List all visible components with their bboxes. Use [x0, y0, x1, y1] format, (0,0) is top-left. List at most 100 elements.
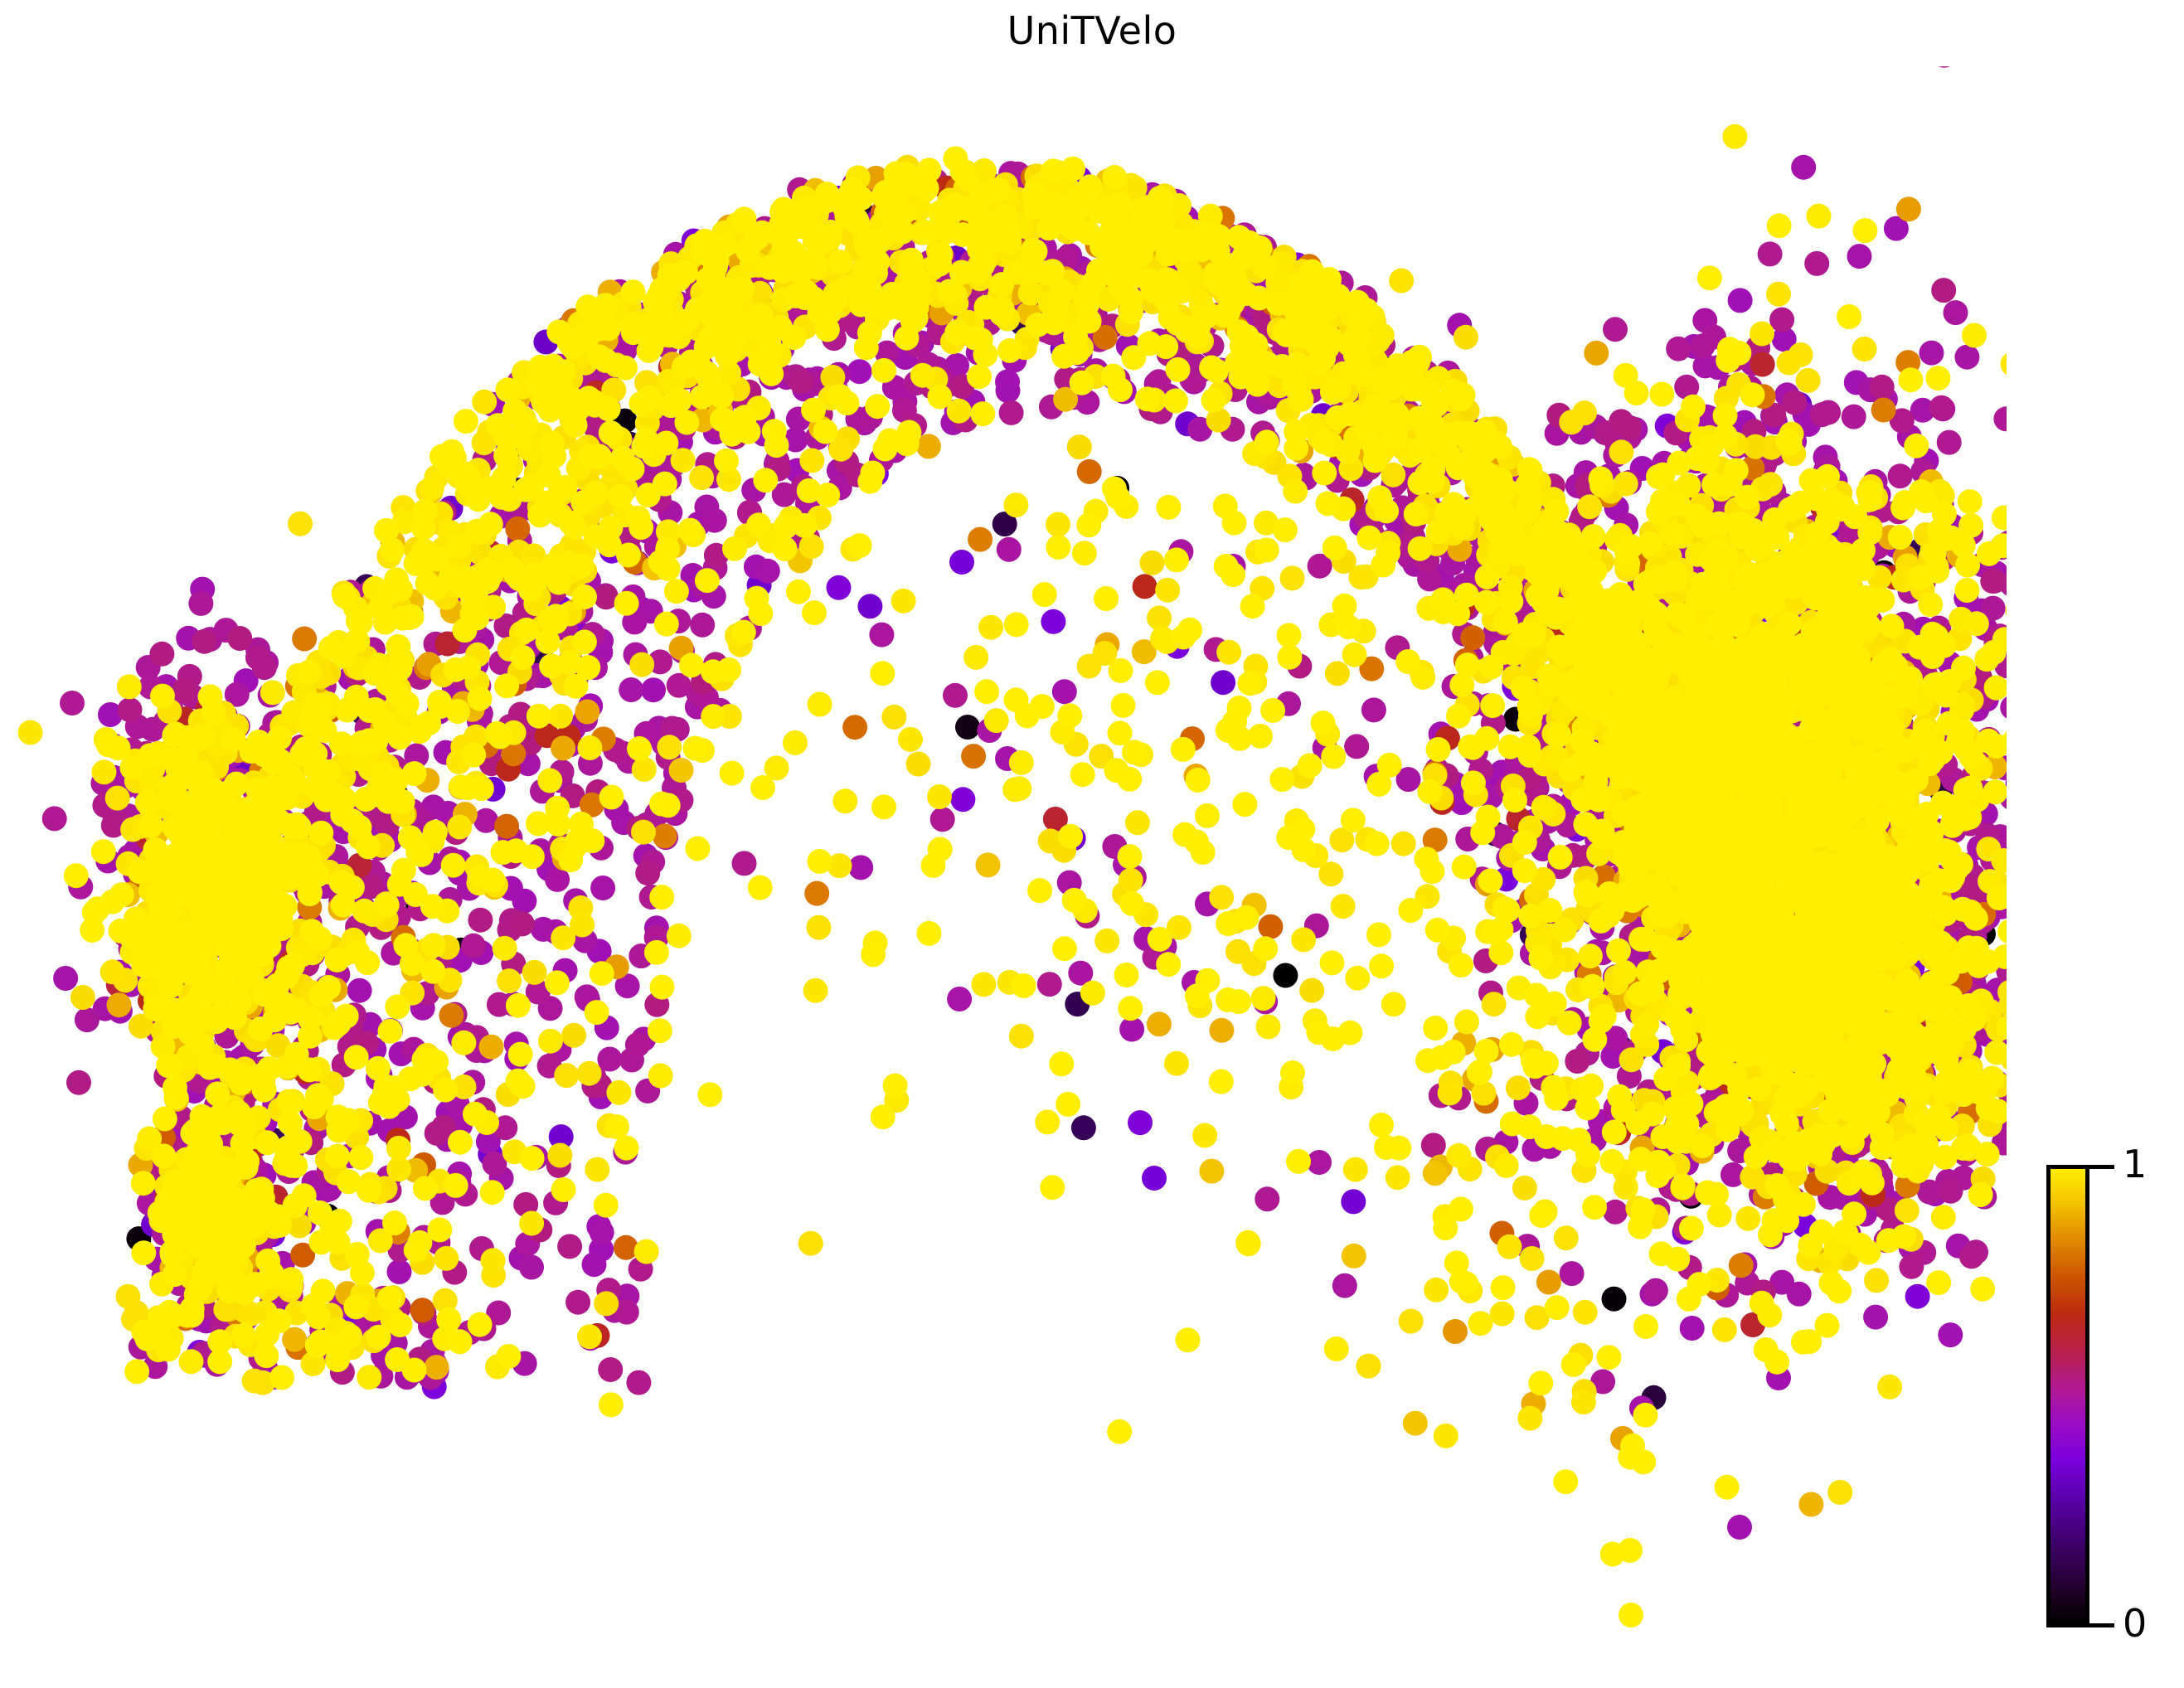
scatter-point	[1603, 1026, 1628, 1051]
scatter-point	[1094, 928, 1120, 953]
scatter-point	[1603, 1199, 1628, 1225]
scatter-point	[798, 534, 824, 560]
scatter-point	[547, 1142, 573, 1168]
scatter-point	[1531, 866, 1556, 892]
scatter-point	[497, 968, 522, 994]
scatter-point	[192, 628, 217, 654]
scatter-points-layer	[17, 66, 2007, 1627]
scatter-point	[915, 434, 941, 459]
scatter-point	[827, 853, 852, 879]
scatter-point	[1938, 1178, 1963, 1204]
scatter-point	[561, 1022, 587, 1048]
scatter-point	[1728, 1253, 1754, 1278]
scatter-point	[251, 655, 277, 681]
scatter-point	[1827, 1480, 1853, 1505]
scatter-point	[1453, 324, 1478, 350]
scatter-point	[224, 682, 250, 707]
scatter-point	[1804, 250, 1830, 276]
scatter-point	[668, 758, 694, 783]
scatter-point	[1601, 1286, 1627, 1312]
scatter-point	[486, 1300, 512, 1326]
scatter-point	[1711, 1317, 1737, 1342]
page-title: UniTVelo	[1007, 8, 1177, 53]
scatter-point	[996, 536, 1022, 562]
scatter-point	[1761, 402, 1787, 428]
scatter-point	[1938, 66, 1950, 68]
scatter-point	[494, 813, 520, 839]
scatter-point	[631, 819, 656, 845]
scatter-point	[128, 1013, 153, 1039]
scatter-point	[1066, 434, 1092, 460]
scatter-point	[1943, 300, 1968, 326]
scatter-point	[447, 814, 473, 840]
scatter-point	[891, 588, 916, 614]
scatter-point	[798, 1230, 823, 1256]
scatter-point	[771, 482, 797, 507]
scatter-point	[1617, 415, 1643, 440]
scatter-point	[1422, 827, 1448, 853]
scatter-point	[525, 979, 551, 1005]
scatter-point	[288, 511, 313, 536]
scatter-point	[576, 1060, 602, 1086]
scatter-point	[961, 744, 987, 769]
scatter-point	[598, 1357, 624, 1382]
scatter-point	[482, 1151, 507, 1176]
scatter-point	[2000, 696, 2007, 719]
scatter-point	[1786, 1281, 1812, 1307]
scatter-point	[554, 1063, 580, 1089]
scatter-point	[1187, 416, 1213, 442]
scatter-point	[1307, 1150, 1332, 1175]
scatter-point	[1609, 439, 1634, 465]
scatter-point	[241, 1368, 267, 1394]
scatter-point	[1931, 278, 1957, 303]
scatter-point	[172, 677, 197, 703]
scatter-point	[505, 516, 531, 541]
scatter-point	[451, 1074, 477, 1099]
scatter-point	[98, 702, 123, 727]
scatter-point	[74, 1007, 99, 1033]
scatter-point	[652, 823, 677, 849]
scatter-point	[1489, 824, 1515, 849]
scatter-point	[1841, 404, 1866, 429]
scatter-point	[1954, 344, 1980, 370]
scatter-point	[1938, 1322, 1963, 1348]
scatter-point	[1666, 336, 1691, 361]
scatter-point	[1679, 1316, 1705, 1341]
scatter-point	[1139, 550, 1165, 575]
scatter-point	[1864, 1268, 1890, 1293]
scatter-point	[1460, 625, 1486, 651]
scatter-point	[1798, 1492, 1824, 1517]
scatter-point	[424, 1355, 449, 1380]
scatter-point	[789, 369, 814, 395]
scatter-point	[1146, 1011, 1172, 1037]
scatter-point	[432, 1288, 458, 1313]
scatter-point	[1766, 281, 1791, 307]
scatter-point	[117, 697, 143, 723]
scatter-point	[1341, 1243, 1366, 1268]
scatter-point	[731, 851, 757, 876]
scatter-point	[1119, 1016, 1145, 1042]
scatter-point	[1395, 767, 1421, 793]
scatter-point	[641, 677, 666, 703]
scatter-point	[1070, 1115, 1096, 1141]
scatter-point	[755, 558, 780, 584]
scatter-point	[820, 365, 846, 390]
scatter-point	[1721, 1162, 1745, 1187]
scatter-point	[1398, 1308, 1424, 1334]
scatter-point	[1255, 1186, 1280, 1212]
scatter-point	[1776, 350, 1802, 376]
scatter-point	[104, 785, 130, 811]
scatter-point	[806, 914, 832, 940]
scatter-point	[590, 876, 616, 900]
scatter-point	[1958, 1244, 1984, 1269]
scatter-point	[1889, 408, 1915, 434]
scatter-point	[857, 594, 883, 619]
scatter-point	[1559, 1261, 1585, 1287]
scatter-point	[1750, 352, 1775, 377]
scatter-point	[439, 1002, 464, 1028]
scatter-point	[950, 787, 976, 812]
scatter-point	[1852, 337, 1877, 361]
scatter-point	[594, 584, 619, 610]
scatter-point	[1258, 914, 1284, 939]
scatter-point	[522, 959, 547, 985]
